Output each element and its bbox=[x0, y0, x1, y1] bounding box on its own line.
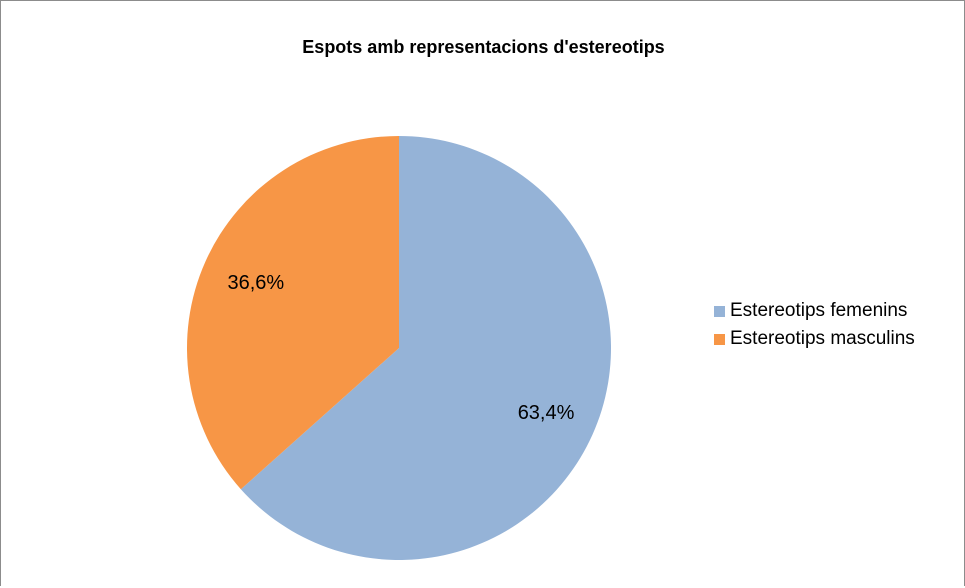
data-label-masculins: 36,6% bbox=[227, 272, 284, 294]
legend-item-masculins: Estereotips masculins bbox=[714, 325, 915, 353]
legend-label-femenins: Estereotips femenins bbox=[730, 300, 908, 321]
legend-swatch-femenins bbox=[714, 305, 725, 317]
legend-item-femenins: Estereotips femenins bbox=[714, 297, 915, 325]
legend: Estereotips femenins Estereotips masculi… bbox=[714, 297, 915, 353]
pie-slice-masculins bbox=[186, 136, 399, 490]
data-label-femenins: 63,4% bbox=[518, 402, 575, 424]
legend-swatch-masculins bbox=[714, 333, 725, 345]
chart-title: Espots amb representacions d'estereotips bbox=[302, 37, 665, 57]
pie-slice-femenins bbox=[240, 136, 611, 561]
legend-label-masculins: Estereotips masculins bbox=[730, 328, 915, 349]
